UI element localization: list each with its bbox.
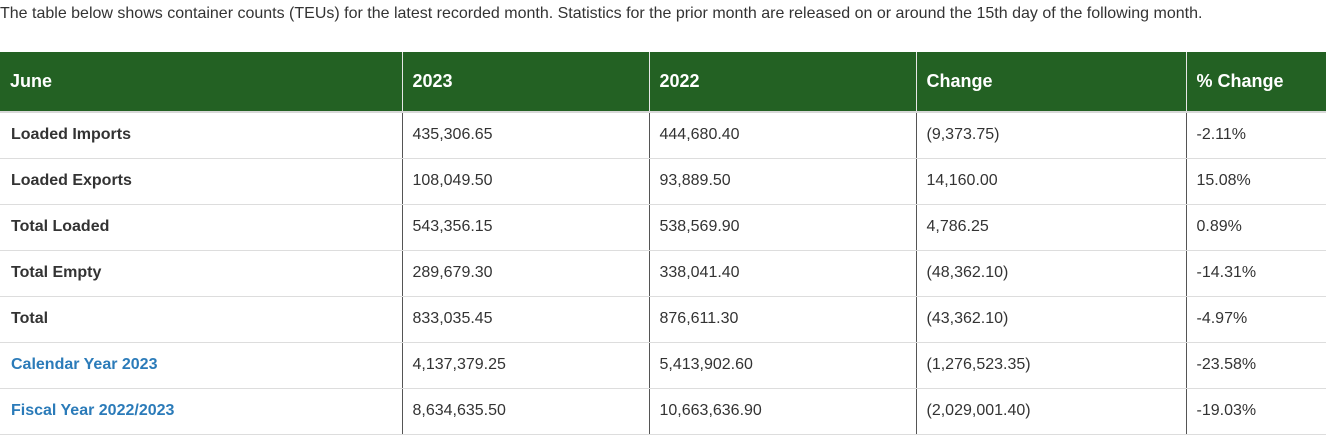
table-row: Total Loaded 543,356.15 538,569.90 4,786… bbox=[0, 204, 1326, 251]
table-row: Total 833,035.45 876,611.30 (43,362.10) … bbox=[0, 296, 1326, 343]
row-label: Loaded Exports bbox=[0, 158, 403, 205]
cell-change: 4,786.25 bbox=[916, 204, 1187, 251]
cell-2022: 338,041.40 bbox=[649, 250, 917, 297]
cell-2022: 876,611.30 bbox=[649, 296, 917, 343]
cell-2023: 8,634,635.50 bbox=[402, 388, 650, 435]
cell-percent-change: -19.03% bbox=[1186, 388, 1326, 435]
row-label: Loaded Imports bbox=[0, 112, 403, 159]
cell-change: 14,160.00 bbox=[916, 158, 1187, 205]
cell-2023: 543,356.15 bbox=[402, 204, 650, 251]
table-row: Fiscal Year 2022/2023 8,634,635.50 10,66… bbox=[0, 388, 1326, 435]
cell-percent-change: 15.08% bbox=[1186, 158, 1326, 205]
header-year-2022: 2022 bbox=[649, 52, 917, 113]
table-row: Loaded Imports 435,306.65 444,680.40 (9,… bbox=[0, 112, 1326, 159]
cell-2023: 435,306.65 bbox=[402, 112, 650, 159]
header-month: June bbox=[0, 52, 403, 113]
table-row: Total Empty 289,679.30 338,041.40 (48,36… bbox=[0, 250, 1326, 297]
row-label: Total Loaded bbox=[0, 204, 403, 251]
cell-2023: 289,679.30 bbox=[402, 250, 650, 297]
header-row: June 2023 2022 Change % Change bbox=[0, 52, 1326, 113]
calendar-year-link[interactable]: Calendar Year 2023 bbox=[0, 342, 403, 389]
header-change: Change bbox=[916, 52, 1187, 113]
table-body: Loaded Imports 435,306.65 444,680.40 (9,… bbox=[0, 112, 1326, 435]
cell-percent-change: -23.58% bbox=[1186, 342, 1326, 389]
row-label: Total bbox=[0, 296, 403, 343]
table-row: Calendar Year 2023 4,137,379.25 5,413,90… bbox=[0, 342, 1326, 389]
table-header: June 2023 2022 Change % Change bbox=[0, 52, 1326, 113]
cell-2022: 93,889.50 bbox=[649, 158, 917, 205]
cell-2022: 10,663,636.90 bbox=[649, 388, 917, 435]
cell-change: (1,276,523.35) bbox=[916, 342, 1187, 389]
cell-change: (2,029,001.40) bbox=[916, 388, 1187, 435]
teu-table: June 2023 2022 Change % Change Loaded Im… bbox=[0, 52, 1326, 435]
header-year-2023: 2023 bbox=[402, 52, 650, 113]
row-label: Total Empty bbox=[0, 250, 403, 297]
intro-text: The table below shows container counts (… bbox=[0, 5, 1203, 22]
cell-2022: 444,680.40 bbox=[649, 112, 917, 159]
cell-2023: 108,049.50 bbox=[402, 158, 650, 205]
cell-change: (48,362.10) bbox=[916, 250, 1187, 297]
cell-2022: 538,569.90 bbox=[649, 204, 917, 251]
cell-2023: 833,035.45 bbox=[402, 296, 650, 343]
cell-percent-change: 0.89% bbox=[1186, 204, 1326, 251]
cell-2023: 4,137,379.25 bbox=[402, 342, 650, 389]
cell-change: (43,362.10) bbox=[916, 296, 1187, 343]
header-percent-change: % Change bbox=[1186, 52, 1326, 113]
table-row: Loaded Exports 108,049.50 93,889.50 14,1… bbox=[0, 158, 1326, 205]
fiscal-year-link[interactable]: Fiscal Year 2022/2023 bbox=[0, 388, 403, 435]
cell-percent-change: -2.11% bbox=[1186, 112, 1326, 159]
cell-change: (9,373.75) bbox=[916, 112, 1187, 159]
cell-percent-change: -4.97% bbox=[1186, 296, 1326, 343]
cell-percent-change: -14.31% bbox=[1186, 250, 1326, 297]
cell-2022: 5,413,902.60 bbox=[649, 342, 917, 389]
